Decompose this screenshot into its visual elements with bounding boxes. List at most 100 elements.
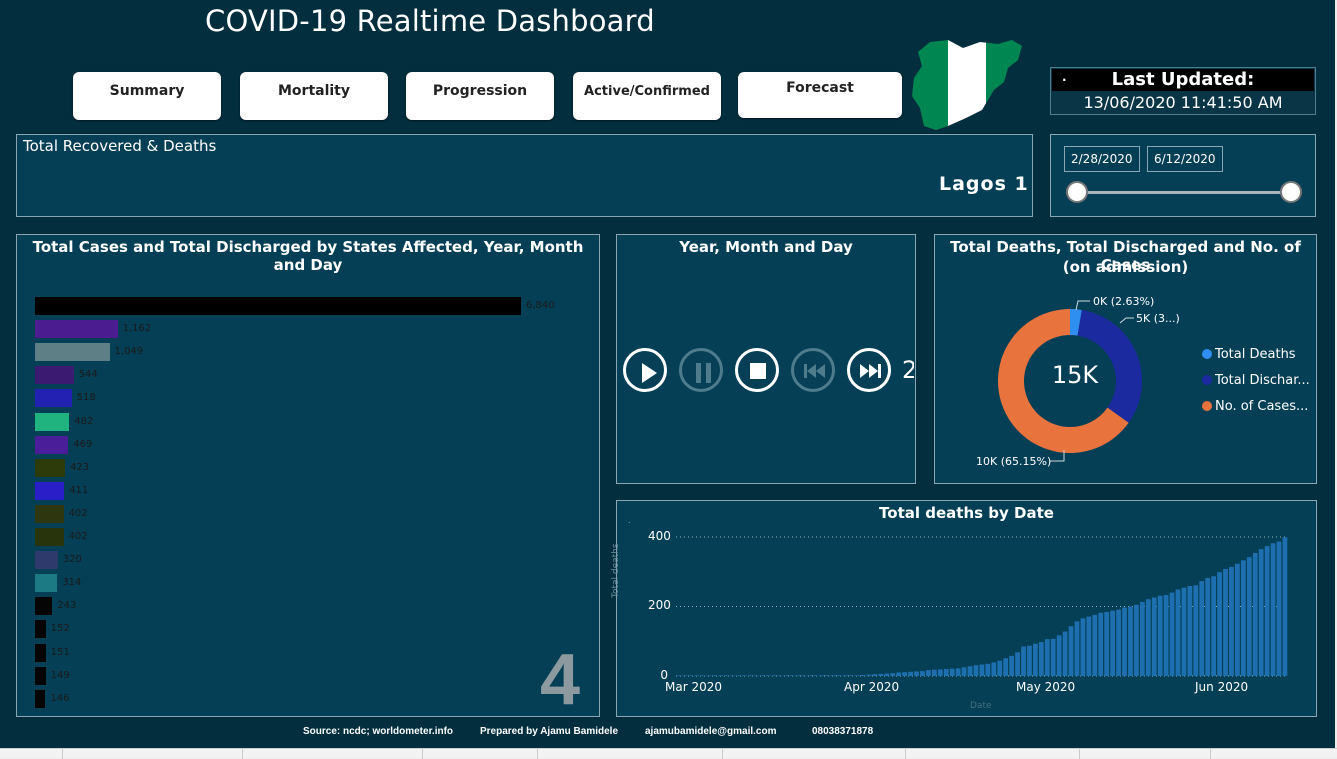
legend-total-deaths[interactable]: Total Deaths — [1202, 347, 1296, 362]
deaths-bar[interactable] — [735, 675, 741, 676]
state-bar[interactable] — [35, 689, 46, 708]
deaths-bar[interactable] — [878, 673, 884, 676]
deaths-bar[interactable] — [1056, 635, 1062, 676]
footer-email[interactable]: ajamubamidele@gmail.com — [645, 726, 777, 737]
deaths-bar[interactable] — [706, 675, 711, 676]
deaths-bar[interactable] — [724, 675, 729, 676]
deaths-bar[interactable] — [961, 667, 967, 676]
state-bar[interactable] — [35, 481, 65, 500]
deaths-bar[interactable] — [789, 675, 795, 676]
deaths-bar[interactable] — [825, 675, 830, 676]
deaths-bar[interactable] — [920, 671, 925, 676]
deaths-bar[interactable] — [682, 675, 688, 676]
end-date-input[interactable]: 6/12/2020 — [1147, 146, 1223, 172]
deaths-bar[interactable] — [860, 674, 866, 676]
deaths-bar[interactable] — [902, 672, 908, 676]
deaths-bar[interactable] — [949, 668, 955, 676]
deaths-bar[interactable] — [1033, 643, 1038, 676]
deaths-bar[interactable] — [753, 675, 759, 676]
deaths-bar[interactable] — [1282, 537, 1288, 676]
deaths-bar[interactable] — [694, 675, 700, 676]
deaths-bar[interactable] — [1193, 585, 1199, 676]
nav-mortality-button[interactable]: Mortality — [240, 72, 388, 120]
deaths-bar[interactable] — [955, 668, 961, 676]
deaths-bar[interactable] — [741, 675, 747, 676]
deaths-bar[interactable] — [795, 675, 801, 676]
date-slider-track[interactable] — [1078, 191, 1292, 194]
deaths-bar[interactable] — [931, 669, 937, 676]
next-button[interactable] — [847, 348, 891, 392]
deaths-bar[interactable] — [926, 670, 931, 676]
deaths-bar[interactable] — [1205, 578, 1211, 676]
deaths-bar[interactable] — [1038, 641, 1044, 676]
play-button[interactable] — [623, 348, 667, 392]
deaths-bar[interactable] — [771, 675, 777, 676]
deaths-bar[interactable] — [1229, 566, 1234, 676]
deaths-bar[interactable] — [783, 675, 789, 676]
deaths-bar[interactable] — [1252, 552, 1258, 676]
deaths-bar[interactable] — [1258, 549, 1264, 676]
nav-summary-button[interactable]: Summary — [73, 72, 221, 120]
deaths-bar[interactable] — [688, 675, 694, 676]
deaths-bar[interactable] — [1187, 585, 1193, 676]
deaths-bar[interactable] — [890, 673, 896, 676]
legend-total-discharged[interactable]: Total Dischar... — [1202, 373, 1310, 388]
nav-forecast-button[interactable]: Forecast — [738, 72, 902, 118]
deaths-bar[interactable] — [842, 675, 848, 676]
deaths-bar[interactable] — [1240, 560, 1246, 676]
deaths-bar[interactable] — [1246, 557, 1252, 676]
date-slider-start-handle[interactable] — [1066, 181, 1088, 203]
deaths-bar[interactable] — [997, 660, 1003, 676]
donut-slice-deaths[interactable] — [1070, 309, 1082, 336]
deaths-bar[interactable] — [801, 675, 807, 676]
deaths-bar[interactable] — [1009, 655, 1014, 676]
state-bar[interactable] — [35, 620, 46, 639]
pause-button[interactable] — [679, 348, 723, 392]
deaths-bar[interactable] — [1199, 581, 1205, 676]
deaths-bar[interactable] — [718, 675, 723, 676]
deaths-bar[interactable] — [777, 675, 783, 676]
deaths-bar[interactable] — [1116, 609, 1121, 676]
deaths-bar[interactable] — [866, 674, 872, 676]
deaths-bar[interactable] — [967, 666, 973, 676]
deaths-bar[interactable] — [759, 675, 765, 676]
state-bar[interactable] — [35, 643, 46, 662]
donut-slice-cases[interactable] — [998, 309, 1129, 453]
deaths-bar[interactable] — [765, 675, 771, 676]
deaths-bar[interactable] — [1074, 621, 1080, 676]
deaths-bar[interactable] — [896, 672, 902, 676]
deaths-bar[interactable] — [1068, 626, 1074, 676]
deaths-bar[interactable] — [1223, 568, 1228, 676]
deaths-bar[interactable] — [1122, 607, 1127, 676]
deaths-bar[interactable] — [1163, 595, 1169, 676]
deaths-bar[interactable] — [1021, 646, 1026, 676]
deaths-bar[interactable] — [729, 675, 735, 676]
deaths-bar[interactable] — [1169, 592, 1175, 676]
legend-cases[interactable]: No. of Cases... — [1202, 399, 1308, 414]
deaths-bar[interactable] — [1080, 618, 1086, 676]
deaths-bar[interactable] — [914, 671, 919, 676]
nav-active-confirmed-button[interactable]: Active/Confirmed — [573, 72, 721, 120]
state-bar[interactable] — [35, 320, 118, 339]
state-bar[interactable] — [35, 412, 70, 431]
deaths-bar[interactable] — [1217, 572, 1222, 676]
deaths-bar[interactable] — [1015, 652, 1020, 676]
state-bar[interactable] — [35, 297, 521, 315]
deaths-bar[interactable] — [1270, 543, 1276, 676]
deaths-bar[interactable] — [676, 675, 682, 676]
state-bar[interactable] — [35, 666, 46, 685]
deaths-bar[interactable] — [854, 675, 860, 676]
deaths-bar[interactable] — [1139, 601, 1145, 676]
state-bar[interactable] — [35, 389, 72, 408]
deaths-bar[interactable] — [1151, 597, 1157, 676]
deaths-bar[interactable] — [1157, 595, 1163, 676]
deaths-bar[interactable] — [813, 675, 818, 676]
deaths-bar[interactable] — [1128, 606, 1133, 677]
deaths-bar[interactable] — [943, 669, 949, 676]
deaths-bar[interactable] — [1110, 610, 1115, 676]
deaths-bar[interactable] — [1104, 612, 1110, 676]
deaths-bar[interactable] — [830, 675, 836, 676]
deaths-bar[interactable] — [1145, 599, 1151, 676]
deaths-bar[interactable] — [1092, 614, 1098, 676]
deaths-bar[interactable] — [991, 662, 997, 676]
